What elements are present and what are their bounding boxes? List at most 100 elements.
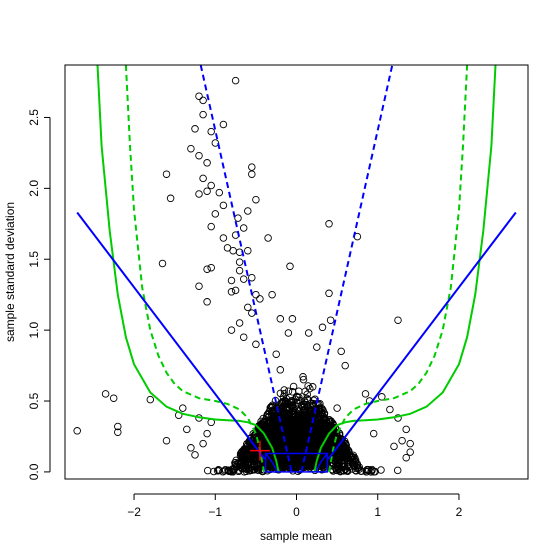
data-point — [276, 366, 285, 374]
data-point — [271, 435, 279, 444]
y-tick-label: 1.0 — [27, 321, 41, 338]
green-solid-curve — [96, 65, 280, 473]
data-point — [219, 120, 228, 129]
plot-frame — [64, 64, 529, 480]
data-point — [146, 395, 155, 404]
data-point — [305, 410, 314, 419]
data-point — [333, 404, 341, 412]
data-point — [114, 428, 122, 436]
data-point — [378, 393, 386, 401]
data-point — [242, 464, 250, 473]
data-point — [341, 361, 349, 370]
data-point — [280, 389, 289, 398]
data-point — [339, 462, 347, 471]
data-point — [308, 383, 317, 391]
data-point — [275, 407, 283, 415]
data-point — [276, 389, 285, 398]
data-point — [406, 448, 414, 456]
data-point — [282, 435, 290, 443]
data-point — [283, 413, 291, 421]
data-point — [244, 246, 252, 255]
green-solid-curve — [313, 65, 497, 473]
data-point — [265, 439, 273, 447]
y-tick-label: 0.5 — [27, 392, 41, 409]
data-point — [299, 373, 307, 381]
blue-box — [264, 452, 329, 473]
data-point — [73, 427, 81, 435]
data-point — [267, 410, 276, 418]
data-point — [304, 329, 313, 337]
data-point — [292, 392, 301, 401]
data-point — [304, 458, 313, 467]
lines-layer — [76, 65, 517, 473]
y-tick-label: 0.0 — [27, 463, 41, 480]
blue-small-curve — [265, 453, 278, 473]
data-point — [252, 340, 260, 349]
data-point — [313, 343, 321, 351]
data-point — [195, 190, 203, 198]
data-point — [353, 464, 362, 473]
data-point — [317, 404, 325, 412]
marker-layer — [249, 440, 270, 461]
data-point — [229, 468, 237, 476]
blue-solid-line — [76, 211, 266, 460]
data-point — [300, 401, 309, 409]
data-point — [281, 400, 290, 408]
x-axis: −2 −1 0 1 2 — [127, 493, 463, 519]
data-point — [285, 410, 294, 419]
data-point — [248, 163, 256, 171]
data-point — [244, 303, 252, 312]
data-point — [367, 468, 375, 476]
data-point — [284, 387, 293, 395]
data-point — [368, 467, 376, 475]
data-point — [264, 234, 272, 242]
data-point — [352, 467, 360, 475]
y-tick-label: 2.0 — [27, 180, 41, 197]
data-point — [272, 350, 280, 358]
data-point — [402, 425, 410, 434]
data-point — [114, 422, 122, 431]
data-point — [199, 96, 207, 105]
data-point — [240, 468, 249, 476]
data-point — [276, 315, 285, 323]
data-point — [310, 421, 319, 429]
data-point — [266, 432, 274, 440]
data-point — [215, 188, 224, 197]
data-point — [268, 290, 276, 299]
data-point — [231, 459, 239, 467]
data-point — [195, 92, 203, 100]
data-point — [236, 450, 245, 458]
data-point — [209, 467, 218, 476]
data-point — [291, 435, 299, 444]
data-point — [235, 258, 244, 266]
data-point — [214, 466, 223, 474]
data-point — [199, 174, 207, 183]
data-point — [286, 425, 294, 434]
data-point — [290, 404, 298, 413]
data-point — [162, 436, 171, 445]
data-point — [219, 201, 228, 210]
data-point — [109, 394, 118, 402]
data-point — [393, 466, 402, 475]
data-point — [203, 187, 211, 195]
data-point — [266, 424, 274, 432]
data-point — [239, 333, 248, 341]
data-point — [289, 425, 298, 434]
data-point — [325, 220, 333, 228]
data-point — [248, 273, 256, 282]
data-point — [325, 422, 333, 431]
data-point — [187, 444, 195, 452]
y-tick-label: 2.5 — [27, 109, 41, 126]
data-point — [191, 125, 199, 133]
data-point — [234, 214, 242, 222]
y-axis-label: sample standard deviation — [3, 202, 17, 342]
data-point — [264, 409, 272, 418]
data-point — [342, 443, 350, 452]
data-point — [361, 390, 370, 398]
data-point — [295, 396, 304, 405]
y-axis: 0.0 0.5 1.0 1.5 2.0 2.5 — [27, 109, 51, 480]
data-point — [317, 408, 325, 417]
data-point — [357, 467, 366, 475]
data-point — [195, 282, 203, 290]
data-point — [260, 418, 268, 426]
